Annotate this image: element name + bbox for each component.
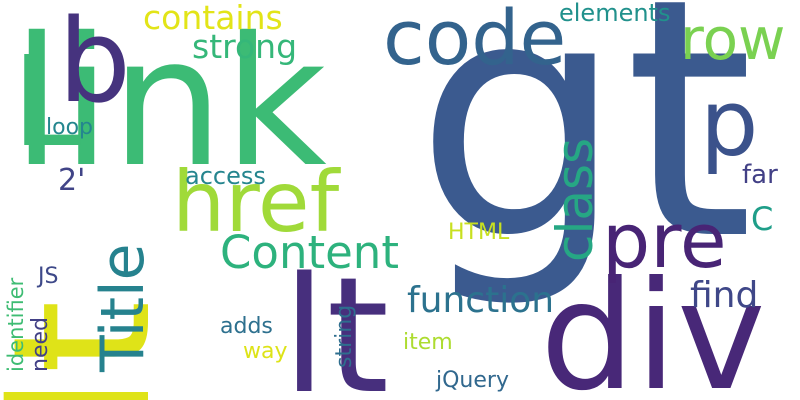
word-strong: strong	[192, 27, 298, 66]
word-elements: elements	[559, 0, 671, 27]
word-b: b	[58, 0, 131, 129]
word-string: string	[332, 304, 357, 368]
word-class: class	[546, 137, 604, 262]
word-function: function	[407, 280, 555, 321]
word-pre: pre	[602, 196, 727, 285]
word-jQuery: jQuery	[436, 368, 509, 393]
word-C: C	[751, 200, 774, 238]
word-HTML: HTML	[448, 220, 510, 245]
word-need: need	[28, 317, 53, 372]
word-access: access	[185, 162, 266, 190]
word-code: code	[383, 0, 567, 82]
word-way: way	[243, 339, 288, 364]
word-p: p	[700, 70, 759, 177]
word-far: far	[742, 160, 778, 190]
word-link: link	[12, 0, 327, 206]
word-gt: gt	[415, 0, 754, 312]
word-Title: Title	[88, 243, 158, 372]
word-L: L	[12, 30, 82, 175]
word-row: row	[680, 5, 786, 73]
word-contains: contains	[143, 0, 283, 37]
word-find: find	[690, 275, 759, 316]
word-div: div	[540, 250, 766, 400]
word-2prime: 2'	[58, 163, 86, 198]
word-Content: Content	[220, 226, 399, 279]
word-item: item	[403, 330, 453, 355]
word-JS: JS	[38, 264, 59, 289]
word-adds: adds	[220, 314, 273, 339]
word-lt: lt	[282, 242, 390, 400]
word-identifier: identifier	[4, 277, 28, 372]
word-loop: loop	[46, 115, 93, 140]
word-href: href	[172, 153, 340, 251]
